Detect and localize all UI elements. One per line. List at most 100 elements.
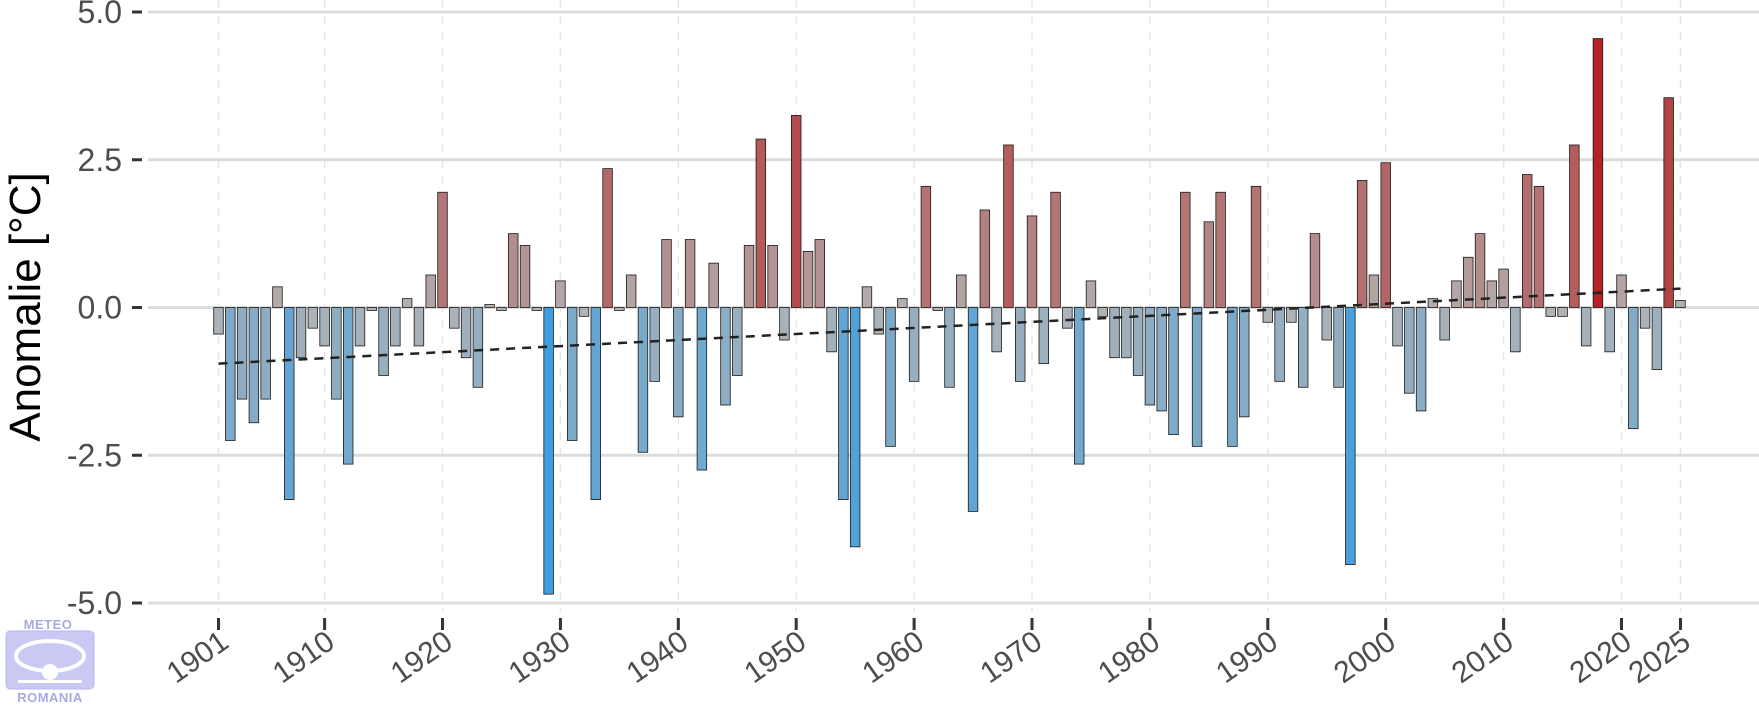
bar-1920 <box>437 191 448 308</box>
bar-1902 <box>225 307 236 441</box>
bar-1903 <box>236 307 248 400</box>
bar-2004 <box>1427 298 1439 308</box>
bar-1958 <box>885 307 896 447</box>
bar-1909 <box>307 307 319 329</box>
bar-2019 <box>1604 307 1615 353</box>
bar-1919 <box>425 274 436 308</box>
bar-1988 <box>1239 307 1250 418</box>
bar-1923 <box>472 307 484 388</box>
bar-2017 <box>1580 307 1592 347</box>
bar-2016 <box>1569 144 1580 308</box>
bar-1957 <box>873 307 884 335</box>
bar-1908 <box>295 307 307 359</box>
bar-1936 <box>625 274 637 308</box>
y-tick-label: 0.0 <box>78 290 122 326</box>
trend-line-group <box>218 287 1681 365</box>
bar-1932 <box>578 307 590 317</box>
bar-1901 <box>213 307 224 335</box>
bar-2015 <box>1557 307 1568 317</box>
bar-1968 <box>1003 144 1014 308</box>
bar-1959 <box>897 298 908 308</box>
bar-1978 <box>1121 307 1132 359</box>
bar-2008 <box>1474 233 1486 308</box>
bar-1953 <box>826 307 837 353</box>
bar-2012 <box>1521 174 1533 308</box>
x-tick-label: 1901 <box>161 625 235 690</box>
bar-1977 <box>1109 307 1120 359</box>
x-tick-label: 2020 <box>1564 625 1638 690</box>
bar-1985 <box>1203 221 1215 308</box>
bar-1984 <box>1191 307 1203 447</box>
bar-1996 <box>1333 307 1344 388</box>
bar-2000 <box>1380 162 1391 308</box>
y-tick-label: 2.5 <box>78 142 122 178</box>
bar-1982 <box>1168 307 1179 435</box>
x-tick-label: 1990 <box>1210 625 1284 690</box>
bar-1934 <box>602 168 613 308</box>
bar-1962 <box>932 307 943 311</box>
bar-1981 <box>1156 307 1167 412</box>
bar-1918 <box>413 307 425 347</box>
x-tick-label: 1960 <box>857 625 931 690</box>
bar-2025 <box>1675 300 1686 308</box>
x-tick-label: 2025 <box>1623 625 1697 690</box>
bar-1916 <box>390 307 401 347</box>
bar-2022 <box>1639 307 1651 329</box>
bar-1989 <box>1250 185 1262 308</box>
logo-top-text: METEO <box>24 617 73 632</box>
bar-1994 <box>1309 233 1321 308</box>
bar-1911 <box>331 307 342 400</box>
bar-1976 <box>1097 307 1108 317</box>
bar-2024 <box>1663 97 1674 308</box>
y-axis: 5.0 2.5 0.0 -2.5 -5.0 <box>67 0 142 621</box>
bar-1930 <box>555 280 566 308</box>
bar-1973 <box>1062 307 1073 329</box>
bar-1945 <box>732 307 743 376</box>
bar-1987 <box>1227 307 1238 447</box>
bar-1942 <box>696 307 708 471</box>
bar-1995 <box>1321 307 1332 341</box>
bar-1944 <box>720 307 731 406</box>
logo-sun <box>42 664 58 680</box>
bar-1964 <box>956 274 967 308</box>
logo-base <box>18 680 82 683</box>
bar-2006 <box>1451 280 1462 308</box>
bar-1928 <box>531 307 543 311</box>
logo-bottom-text: ROMANIA <box>17 690 83 705</box>
bar-1931 <box>567 307 578 441</box>
bar-1955 <box>849 307 861 548</box>
bar-1910 <box>319 307 330 347</box>
bar-1979 <box>1132 307 1144 376</box>
bar-1956 <box>861 286 873 308</box>
meteo-romania-logo: METEO ROMANIA <box>5 617 95 705</box>
y-tick-label: -5.0 <box>67 585 122 621</box>
x-tick-label: 1920 <box>385 625 459 690</box>
bar-1974 <box>1073 307 1085 465</box>
bar-2023 <box>1651 307 1663 370</box>
x-tick-label: 1950 <box>739 625 813 690</box>
bar-1999 <box>1368 274 1380 308</box>
bar-1948 <box>767 245 778 308</box>
bar-2018 <box>1592 38 1604 308</box>
bar-1925 <box>496 307 507 311</box>
bar-2009 <box>1486 280 1498 308</box>
bar-1940 <box>673 307 684 418</box>
bar-1941 <box>684 239 696 308</box>
bar-2021 <box>1628 307 1639 430</box>
bar-1993 <box>1297 307 1309 388</box>
x-tick-label: 1930 <box>503 625 577 690</box>
bar-1943 <box>708 262 719 308</box>
bar-1950 <box>791 115 802 308</box>
bar-1963 <box>944 307 955 388</box>
bar-1983 <box>1180 191 1191 308</box>
bar-2001 <box>1392 307 1403 347</box>
bar-1986 <box>1215 191 1226 308</box>
bar-1998 <box>1356 180 1368 308</box>
bar-1939 <box>661 239 672 308</box>
bar-1913 <box>354 307 366 347</box>
y-axis-label: Anomalie [°C] <box>1 172 50 441</box>
bar-2007 <box>1463 256 1474 308</box>
bar-1980 <box>1144 307 1156 406</box>
bar-1966 <box>979 209 991 308</box>
